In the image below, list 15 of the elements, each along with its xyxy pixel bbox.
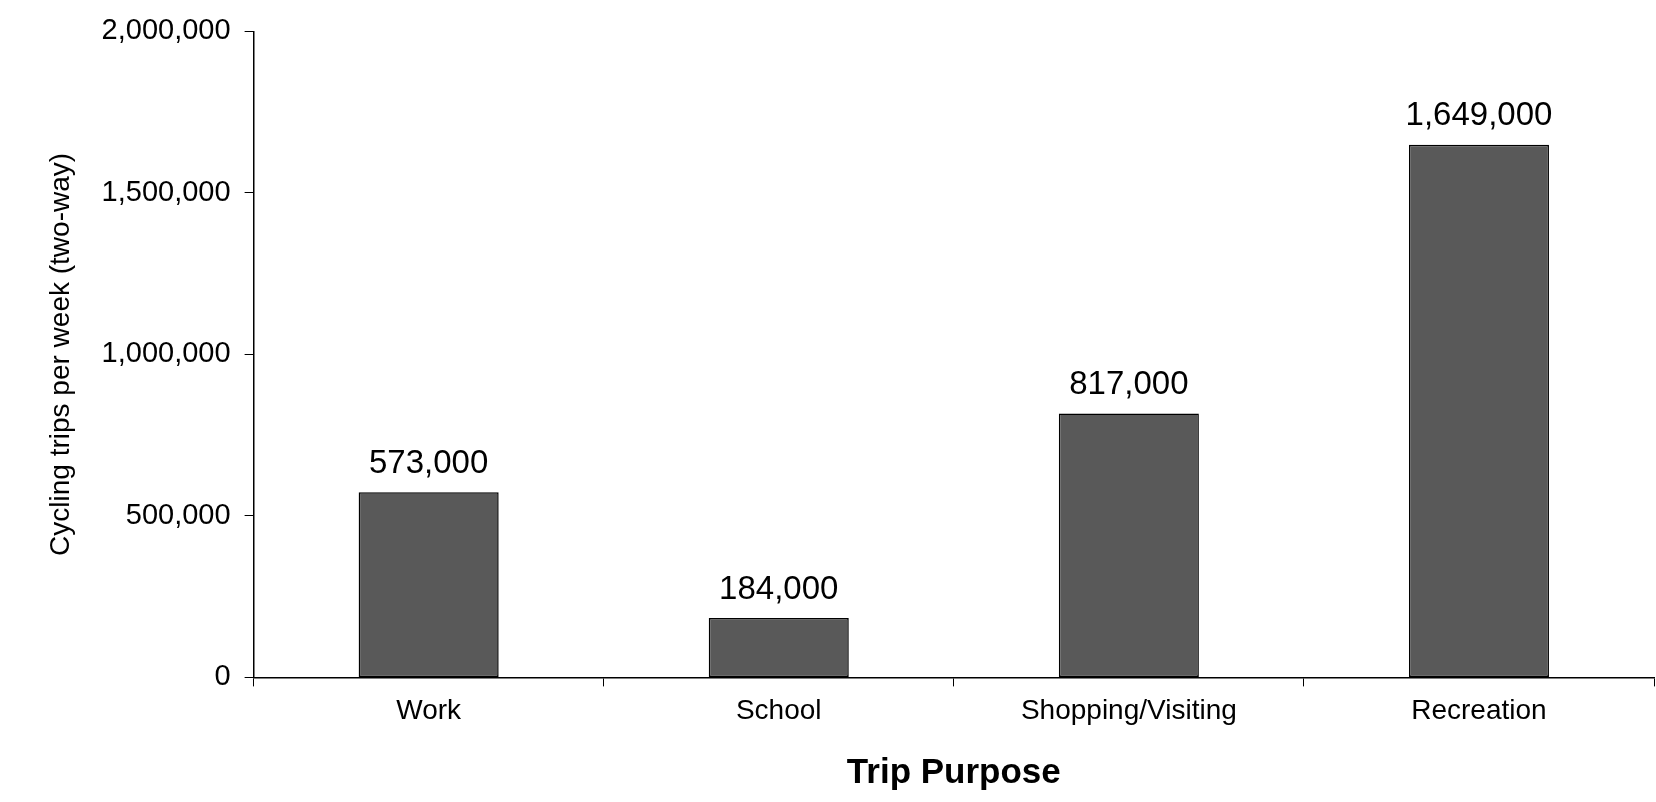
y-tick-label: 1,500,000	[101, 174, 231, 207]
data-label: 1,649,000	[1405, 95, 1553, 133]
y-tick-label: 0	[214, 659, 231, 692]
y-tick-label: 1,000,000	[101, 336, 231, 369]
data-label: 184,000	[719, 568, 839, 606]
x-axis-title: Trip Purpose	[846, 750, 1061, 790]
data-label: 573,000	[369, 442, 489, 480]
y-tick-label: 2,000,000	[101, 13, 231, 46]
y-axis-title: Cycling trips per week (two-way)	[43, 152, 75, 556]
x-tick-label: Work	[396, 693, 463, 725]
x-tick-label: School	[735, 693, 822, 725]
x-tick-label: Shopping/Visiting	[1020, 693, 1237, 725]
data-label: 817,000	[1069, 364, 1189, 402]
x-tick-label: Recreation	[1411, 693, 1547, 725]
y-tick-label: 500,000	[125, 497, 231, 530]
